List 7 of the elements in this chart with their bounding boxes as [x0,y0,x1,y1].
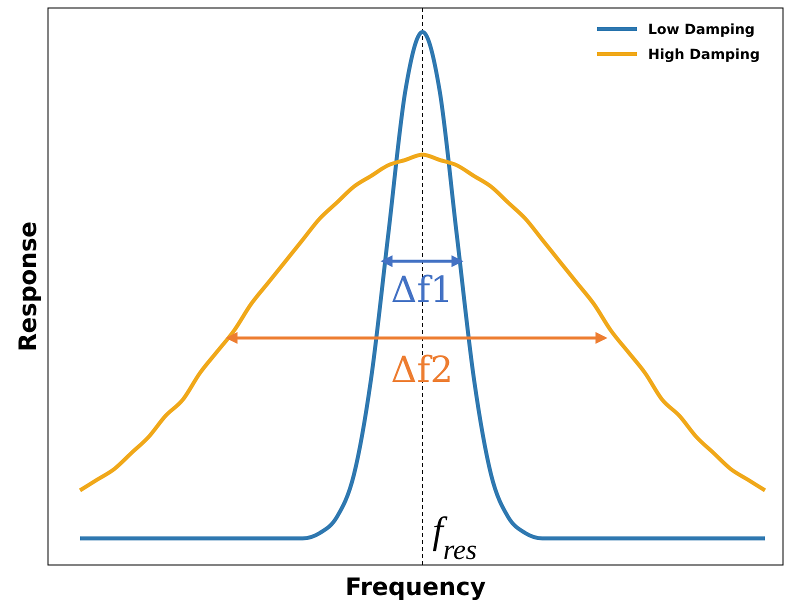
annotation: Δf2 [390,350,454,391]
legend-label: Low Damping [648,22,755,38]
legend-label: High Damping [648,47,760,63]
x-axis-title: Frequency [345,573,486,600]
annotation: f$_{res}$ [432,510,477,566]
y-axis-title: Response [14,221,42,352]
annotation: Δf1 [390,270,454,311]
